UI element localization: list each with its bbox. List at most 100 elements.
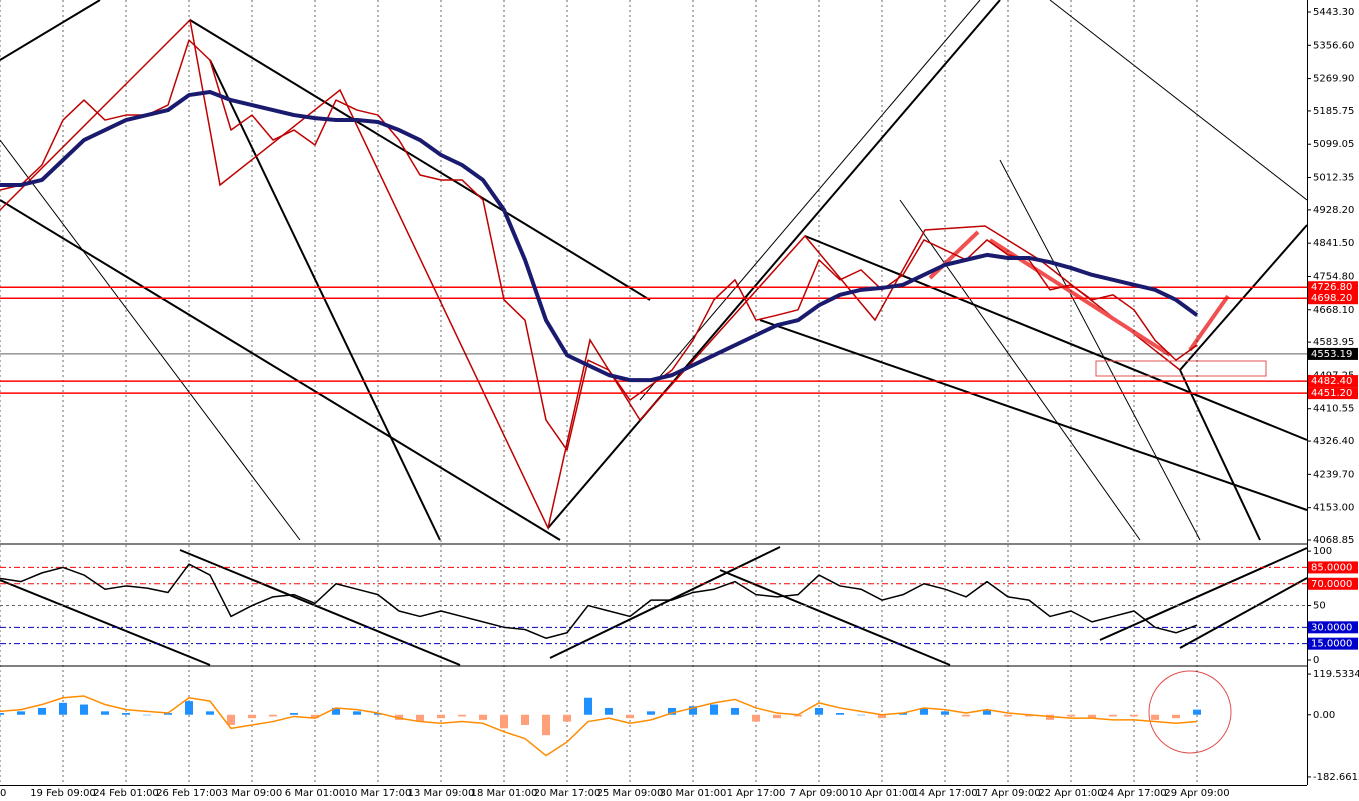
y-tick-label: 4583.95: [1313, 337, 1354, 348]
trend-line: [0, 139, 301, 541]
y-tick-label: 4239.70: [1313, 469, 1354, 480]
bar: [1067, 714, 1075, 717]
trend-line: [0, 199, 561, 541]
trend-line: [719, 569, 951, 666]
bar: [1046, 714, 1054, 720]
bar: [311, 714, 319, 719]
level-label-box: [1308, 621, 1358, 634]
bar: [605, 707, 613, 715]
x-tick-label: 3 Mar 09:00: [222, 788, 282, 799]
trend-line: [1179, 577, 1308, 649]
trend-line: [547, 0, 1001, 529]
bar: [269, 714, 277, 717]
y-tick-label: 5356.60: [1313, 40, 1354, 51]
y-tick-label: 4326.40: [1313, 436, 1354, 447]
bar: [836, 713, 844, 715]
bar: [206, 711, 214, 715]
level-label-box: [1308, 281, 1358, 294]
panel: 100 50 0 85.0000 70.0000 30.0000 15.0000: [0, 546, 1358, 666]
y-tick-label: 5443.30: [1313, 7, 1354, 18]
bar: [395, 714, 403, 720]
bar: [1025, 714, 1033, 717]
bar: [563, 714, 571, 722]
bar: [731, 707, 739, 715]
bar: [500, 714, 508, 729]
series-line: [0, 695, 1198, 757]
trend-line: [0, 0, 101, 61]
bar: [689, 706, 697, 715]
bar: [1004, 714, 1012, 717]
series-line: [0, 563, 1198, 639]
x-tick-label: 10 Apr 01:00: [849, 788, 914, 799]
x-tick-label: 18 Mar 01:00: [471, 788, 538, 799]
bar: [710, 704, 718, 715]
trend-line: [549, 546, 781, 659]
x-tick-label: 20 Mar 17:00: [534, 788, 601, 799]
bar: [521, 714, 529, 725]
bar: [38, 707, 46, 715]
x-tick-label: 00: [0, 788, 6, 799]
y-tick-label: 5012.35: [1313, 173, 1354, 184]
x-tick-label: 13 Mar 09:00: [408, 788, 475, 799]
bar: [752, 714, 760, 722]
trend-line: [209, 59, 441, 541]
y-tick-label: -182.6615: [1313, 772, 1359, 783]
bar: [857, 714, 865, 716]
bar: [1109, 714, 1117, 717]
y-tick-label: 119.5334: [1313, 669, 1359, 680]
bar: [1172, 714, 1180, 719]
bar: [143, 714, 151, 716]
bar: [647, 711, 655, 715]
bar: [164, 713, 172, 715]
x-tick-label: 29 Apr 09:00: [1164, 788, 1229, 799]
x-tick-label: 1 Apr 17:00: [727, 788, 786, 799]
level-label: 70.0000: [1311, 579, 1352, 590]
x-tick-label: 10 Mar 17:00: [345, 788, 412, 799]
trend-line: [179, 549, 461, 666]
bar: [416, 714, 424, 722]
x-tick-label: 14 Apr 17:00: [912, 788, 977, 799]
x-tick-label: 26 Feb 17:00: [156, 788, 222, 799]
bar: [437, 714, 445, 719]
bar: [1088, 714, 1096, 719]
bar: [374, 713, 382, 715]
panel: 5443.30 5356.60 5269.90 5185.75 5099.05 5012.…: [0, 7, 1358, 546]
trend-line: [0, 579, 211, 666]
level-label-box: [1308, 561, 1358, 574]
y-tick-label: 4068.85: [1313, 535, 1354, 546]
x-tick-label: 7 Apr 09:00: [790, 788, 849, 799]
bar: [899, 713, 907, 715]
bar: [584, 697, 592, 715]
x-tick-label: 24 Feb 01:00: [93, 788, 159, 799]
bar: [941, 711, 949, 715]
arrow: [1188, 294, 1230, 352]
level-label-box: [1308, 577, 1358, 590]
bar: [101, 711, 109, 715]
series-line: [0, 39, 1198, 451]
level-label-box: [1308, 347, 1358, 360]
trend-line: [1099, 547, 1308, 641]
y-tick-label: 100: [1313, 546, 1332, 557]
bar: [59, 702, 67, 715]
bar: [458, 714, 466, 717]
trend-line: [189, 19, 651, 301]
level-label: 4482.40: [1311, 376, 1352, 387]
trend-line: [804, 235, 1308, 441]
bar: [122, 713, 130, 715]
level-label: 4698.20: [1311, 293, 1352, 304]
bar: [332, 707, 340, 715]
bar: [920, 707, 928, 715]
bar: [626, 714, 634, 719]
x-tick-label: 6 Mar 01:00: [285, 788, 345, 799]
y-tick-label: 4928.20: [1313, 205, 1354, 216]
level-label: 85.0000: [1311, 562, 1352, 573]
bar: [962, 714, 970, 717]
bar: [185, 701, 193, 715]
y-tick-label: 4153.00: [1313, 503, 1354, 514]
bar: [227, 714, 235, 725]
y-tick-label: 4410.55: [1313, 404, 1354, 415]
zigzag-line: [0, 18, 1181, 531]
